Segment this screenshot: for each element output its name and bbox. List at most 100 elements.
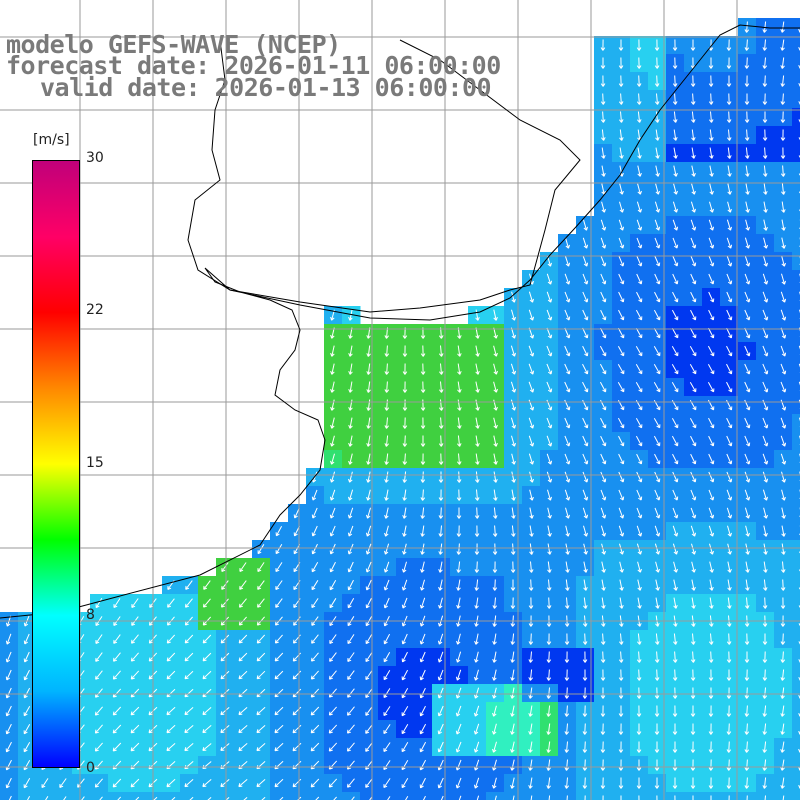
wind-arrow: [654, 669, 660, 681]
wind-arrow: [727, 165, 732, 177]
wind-arrow: [672, 255, 679, 267]
wind-cell: [792, 378, 800, 397]
wind-arrow: [63, 796, 67, 800]
wind-arrow: [257, 598, 265, 608]
wind-arrow: [636, 471, 643, 483]
wind-arrow: [330, 435, 335, 447]
wind-cell: [792, 216, 800, 235]
wind-arrow: [671, 345, 679, 357]
wind-cell: [792, 648, 800, 667]
wind-arrow: [437, 633, 444, 645]
wind-arrow: [528, 741, 533, 753]
wind-arrow: [619, 597, 624, 609]
wind-arrow: [727, 543, 732, 555]
wind-arrow: [401, 742, 409, 753]
wind-arrow: [185, 580, 193, 590]
wind-arrow: [5, 687, 12, 699]
wind-arrow: [601, 579, 606, 591]
wind-arrow: [653, 417, 661, 429]
wind-arrow: [243, 797, 248, 800]
wind-arrow: [329, 634, 337, 644]
wind-arrow: [745, 525, 750, 537]
wind-cell: [288, 792, 307, 800]
wind-arrow: [708, 741, 714, 753]
wind-arrow: [600, 633, 606, 645]
wind-arrow: [493, 309, 498, 321]
wind-arrow: [744, 741, 750, 753]
wind-arrow: [654, 687, 660, 699]
wind-arrow: [582, 291, 589, 303]
wind-arrow: [727, 579, 732, 591]
wind-arrow: [655, 183, 660, 195]
wind-arrow: [347, 543, 354, 555]
wind-arrow: [689, 345, 697, 357]
wind-arrow: [655, 147, 660, 159]
wind-arrow: [420, 579, 425, 591]
wind-arrow: [690, 759, 696, 771]
wind-arrow: [348, 363, 353, 375]
wind-arrow: [618, 669, 624, 681]
wind-cell: [486, 792, 505, 800]
wind-arrow: [8, 795, 12, 800]
wind-arrow: [546, 381, 553, 393]
model-title: modelo GEFS-WAVE (NCEP): [6, 30, 341, 59]
wind-arrow: [456, 489, 462, 501]
wind-arrow: [202, 670, 212, 680]
legend-unit: [m/s]: [30, 132, 73, 148]
wind-arrow: [528, 777, 533, 789]
wind-arrow: [600, 471, 607, 483]
wind-arrow: [329, 507, 336, 519]
wind-arrow: [130, 742, 140, 752]
wind-arrow: [220, 652, 230, 662]
wind-arrow: [328, 724, 338, 734]
wind-arrow: [655, 633, 660, 645]
wind-arrow: [781, 219, 786, 231]
wind-arrow: [565, 507, 570, 519]
wind-arrow: [474, 687, 480, 699]
wind-arrow: [311, 561, 319, 573]
wind-arrow: [689, 417, 697, 429]
wind-arrow: [311, 634, 319, 644]
wind-arrow: [618, 687, 624, 699]
wind-arrow: [5, 633, 12, 645]
wind-arrow: [528, 435, 535, 447]
wind-arrow: [347, 507, 354, 519]
wind-arrow: [744, 417, 751, 429]
wind-cell: [360, 792, 379, 800]
wind-arrow: [5, 777, 12, 789]
wind-arrow: [328, 742, 338, 752]
wind-arrow: [510, 651, 515, 663]
coastline-path: [0, 24, 800, 619]
wind-arrow: [780, 309, 787, 321]
wind-arrow: [437, 687, 444, 699]
wind-arrow: [166, 778, 176, 788]
wind-arrow: [673, 129, 678, 141]
wind-arrow: [744, 291, 751, 303]
wind-arrow: [511, 309, 516, 321]
wind-arrow: [564, 633, 570, 645]
wind-arrow: [546, 777, 551, 789]
wind-arrow: [708, 291, 715, 303]
wind-arrow: [600, 327, 607, 339]
wind-arrow: [638, 795, 640, 800]
wind-arrow: [547, 561, 552, 573]
wind-arrow: [690, 201, 696, 213]
wind-arrow: [420, 507, 425, 519]
wind-arrow: [582, 471, 589, 483]
wind-arrow: [673, 111, 678, 123]
wind-arrow: [546, 597, 552, 609]
wind-arrow: [564, 759, 569, 771]
wind-arrow: [474, 489, 480, 501]
wind-arrow: [727, 525, 732, 537]
wind-arrow: [600, 237, 607, 249]
wind-arrow: [202, 779, 212, 788]
wind-arrow: [762, 453, 769, 465]
wind-arrow: [402, 507, 407, 519]
wind-arrow: [438, 561, 443, 573]
wind-arrow: [601, 543, 606, 555]
wind-arrow: [274, 670, 284, 680]
wind-arrow: [510, 561, 516, 573]
wind-arrow: [510, 381, 517, 393]
wind-arrow: [565, 543, 570, 555]
wind-arrow: [475, 399, 480, 411]
